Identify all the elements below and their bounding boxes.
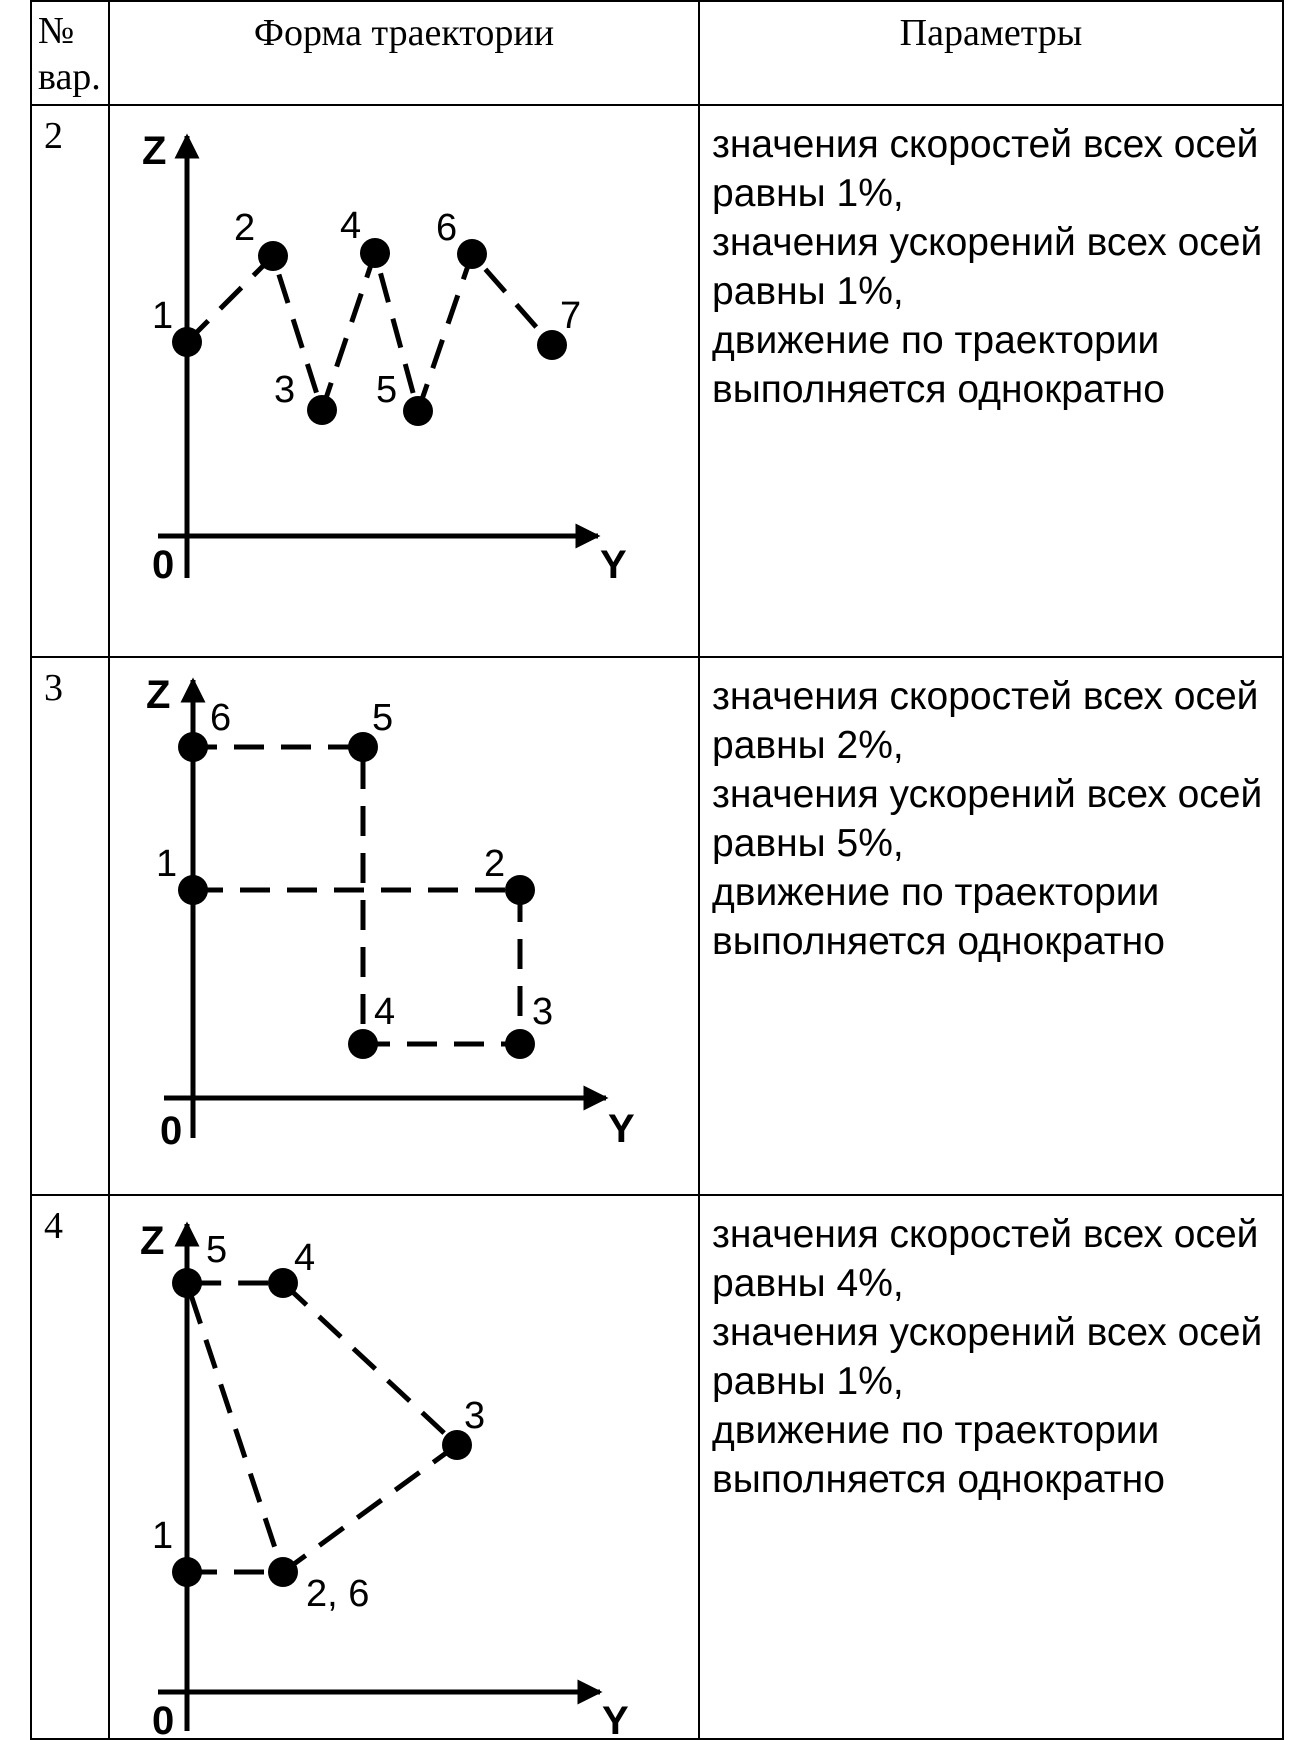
params-line: движение по траектории [712, 319, 1160, 362]
point-label: 5 [376, 369, 397, 411]
origin-label: 0 [152, 1699, 174, 1738]
point-label: 4 [340, 205, 361, 247]
trajectory-diagram-4: Z Y 0 1 2, 6 3 4 5 [140, 1219, 629, 1738]
trajectory-path [183, 1280, 461, 1575]
header-row: № вар. Форма траектории Параметры [30, 0, 1284, 106]
point-7 [537, 330, 567, 360]
trajectory-path [185, 244, 554, 420]
params-line: равны 1%, [712, 172, 904, 215]
point-3 [307, 395, 337, 425]
point-label: 3 [274, 369, 295, 411]
params-line: равны 2%, [712, 724, 904, 767]
trajectory-figure: Z Y 0 1 2 3 4 5 6 7 [108, 104, 700, 658]
header-form: Форма траектории [108, 0, 700, 106]
params-line: значения скоростей всех осей [712, 123, 1259, 166]
point-label: 4 [374, 991, 395, 1033]
trajectory-diagram-3: Z Y 0 1 2 3 4 5 6 [146, 673, 635, 1153]
point-label: 6 [436, 207, 457, 249]
y-axis-label: Y [608, 1107, 635, 1151]
point-label: 1 [156, 843, 177, 885]
params-line: выполняется однократно [712, 368, 1165, 411]
table-row: 2 Z Y 0 1 [30, 104, 1284, 658]
point-3 [505, 1029, 535, 1059]
origin-label: 0 [152, 543, 174, 587]
point-label: 2 [234, 207, 255, 249]
params-line: значения скоростей всех осей [712, 1213, 1259, 1256]
y-axis-label: Y [600, 543, 627, 587]
trajectory-figure: Z Y 0 1 2 3 4 5 6 [108, 656, 700, 1196]
point-1 [172, 1557, 202, 1587]
point-6 [457, 239, 487, 269]
point-label: 6 [210, 697, 231, 739]
y-axis-label: Y [602, 1699, 629, 1738]
point-4 [348, 1029, 378, 1059]
params-line: значения ускорений всех осей [712, 1311, 1263, 1354]
params-cell: значения скоростей всех осей равны 2%, з… [698, 656, 1284, 1196]
point-2 [505, 875, 535, 905]
params-line: равны 5%, [712, 822, 904, 865]
header-number-line2: вар. [38, 56, 101, 98]
point-1 [178, 875, 208, 905]
point-1 [172, 327, 202, 357]
point-label: 5 [206, 1229, 227, 1271]
params-cell: значения скоростей всех осей равны 1%, з… [698, 104, 1284, 658]
origin-label: 0 [160, 1109, 182, 1153]
z-axis-label: Z [146, 673, 170, 717]
params-line: равны 4%, [712, 1262, 904, 1305]
point-label: 3 [532, 991, 553, 1033]
variant-number: 2 [30, 104, 110, 658]
z-axis-label: Z [140, 1219, 164, 1263]
table-row: 4 Z Y 0 1 2, 6 3 4 5 значения [30, 1194, 1284, 1740]
point-4 [360, 238, 390, 268]
point-5 [403, 396, 433, 426]
trajectory-diagram-2: Z Y 0 1 2 3 4 5 6 7 [142, 129, 627, 587]
point-label: 1 [152, 295, 173, 337]
point-label: 2 [484, 843, 505, 885]
point-label: 4 [294, 1237, 315, 1279]
params-line: движение по траектории [712, 871, 1160, 914]
point-5 [348, 732, 378, 762]
point-label: 3 [464, 1395, 485, 1437]
point-3 [442, 1430, 472, 1460]
z-axis-label: Z [142, 129, 166, 173]
point-label: 5 [372, 697, 393, 739]
params-line: движение по траектории [712, 1409, 1160, 1452]
header-params: Параметры [698, 0, 1284, 106]
point-5 [172, 1268, 202, 1298]
variants-table: № вар. Форма траектории Параметры 2 Z Y … [30, 0, 1284, 1740]
params-line: равны 1%, [712, 1360, 904, 1403]
params-cell: значения скоростей всех осей равны 4%, з… [698, 1194, 1284, 1740]
variant-number: 3 [30, 656, 110, 1196]
params-line: выполняется однократно [712, 1458, 1165, 1501]
point-4 [268, 1268, 298, 1298]
point-2-6 [268, 1557, 298, 1587]
variant-number: 4 [30, 1194, 110, 1740]
point-label: 1 [152, 1515, 173, 1557]
header-number-line1: № [38, 10, 75, 52]
trajectory-path [193, 744, 523, 1047]
params-line: выполняется однократно [712, 920, 1165, 963]
point-label: 2, 6 [306, 1573, 369, 1615]
trajectory-figure: Z Y 0 1 2, 6 3 4 5 [108, 1194, 700, 1740]
params-line: значения ускорений всех осей [712, 221, 1263, 264]
params-line: равны 1%, [712, 270, 904, 313]
header-number: № вар. [30, 0, 110, 106]
params-line: значения скоростей всех осей [712, 675, 1259, 718]
point-2 [258, 241, 288, 271]
point-label: 7 [560, 295, 581, 337]
table-row: 3 Z Y 0 1 2 3 4 5 6 [30, 656, 1284, 1196]
params-line: значения ускорений всех осей [712, 773, 1263, 816]
point-6 [178, 732, 208, 762]
